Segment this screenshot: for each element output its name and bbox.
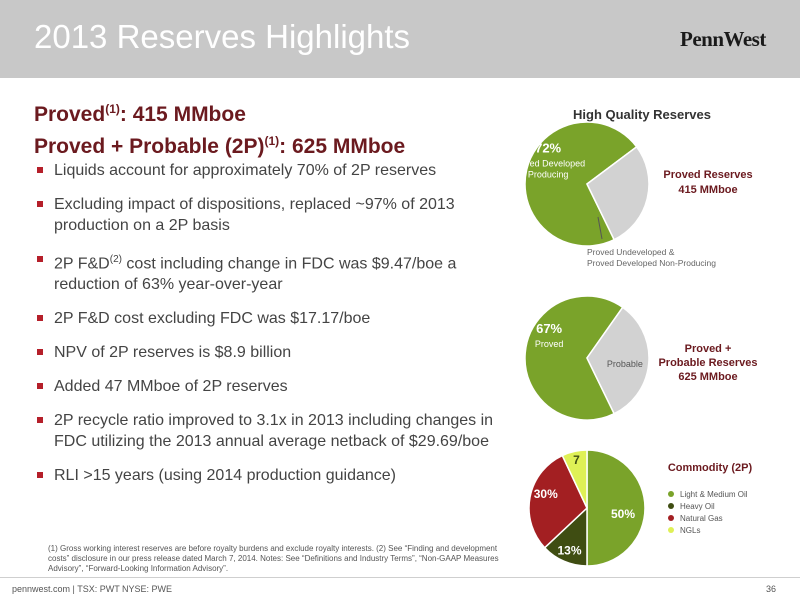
side-label-proved: Proved Reserves xyxy=(663,169,752,181)
headline-proved: Proved(1): 415 MMboe xyxy=(34,102,246,126)
pie-chart-commodity: 50% 13% 30% 7 Commodity (2P) Light & Medium… xyxy=(528,449,753,567)
pie-slice-label: Proved xyxy=(535,339,564,349)
callout-label-line2: Proved Developed Non-Producing xyxy=(587,258,716,268)
reserves-charts: High Quality Reserves 72% Proved Develope… xyxy=(511,107,758,567)
bullet-square-icon xyxy=(37,349,43,356)
pennwest-logo: PennWest xyxy=(680,27,766,51)
bullet-square-icon xyxy=(37,315,43,322)
chart-title-high-quality: High Quality Reserves xyxy=(573,107,711,122)
legend-swatch xyxy=(668,527,674,533)
pie-slice-label: Proved Developed xyxy=(511,159,585,169)
pie-chart-2p-reserves: 67% Proved Probable Proved + Probable Rese… xyxy=(524,295,758,421)
pie-value-label: 7 xyxy=(573,453,580,467)
slide-title: 2013 Reserves Highlights xyxy=(34,18,411,55)
legend-item-light-medium-oil: Light & Medium Oil xyxy=(680,490,748,499)
commodity-legend: Light & Medium Oil Heavy Oil Natural Gas NG… xyxy=(668,490,748,535)
bullet-square-icon xyxy=(37,417,43,424)
side-label-2p-line3: 625 MMboe xyxy=(678,371,737,383)
pie-slice-proved xyxy=(524,295,624,421)
bullet-square-icon xyxy=(37,201,43,207)
bullet-item: Excluding impact of dispositions, replac… xyxy=(36,194,506,236)
pie-value-label: 67% xyxy=(536,321,562,336)
pie-slice-proved-developed-producing xyxy=(524,121,638,247)
side-label-2p-line2: Probable Reserves xyxy=(658,357,757,369)
bullet-square-icon xyxy=(37,256,43,262)
pie-value-label: 72% xyxy=(535,141,561,156)
callout-label-line1: Proved Undeveloped & xyxy=(587,247,675,257)
legend-item-heavy-oil: Heavy Oil xyxy=(680,502,715,511)
slide-header: 2013 Reserves Highlights PennWest xyxy=(0,0,800,78)
bullet-item: Added 47 MMboe of 2P reserves xyxy=(36,376,506,397)
headline-2p: Proved + Probable (2P)(1): 625 MMboe xyxy=(34,134,406,158)
page-number: 36 xyxy=(766,584,777,594)
legend-item-natural-gas: Natural Gas xyxy=(680,514,723,523)
pie-value-label: 13% xyxy=(558,543,582,557)
legend-swatch xyxy=(668,503,674,509)
callout-line xyxy=(597,216,603,240)
pie-slice-proved-undeveloped-proved-developed-non-producing xyxy=(586,145,650,241)
pie-slice-probable xyxy=(586,306,650,415)
side-label-proved-value: 415 MMboe xyxy=(678,184,737,196)
legend-swatch xyxy=(668,491,674,497)
pie-slice-light-medium-oil xyxy=(586,449,646,567)
footnote: (1) Gross working interest reserves are … xyxy=(48,544,499,573)
bullet-item: 2P F&D(2) cost including change in FDC w… xyxy=(36,249,506,295)
legend-item-ngls: NGLs xyxy=(680,526,700,535)
bullet-item: RLI >15 years (using 2014 production gui… xyxy=(36,465,506,486)
side-label-2p-line1: Proved + xyxy=(685,343,732,355)
chart-title-commodity: Commodity (2P) xyxy=(668,462,753,474)
bullet-square-icon xyxy=(37,383,43,390)
bullet-item: NPV of 2P reserves is $8.9 billion xyxy=(36,342,506,363)
footer-divider xyxy=(0,577,800,578)
pie-value-label: 50% xyxy=(611,507,635,521)
headline: Proved(1): 415 MMboe Proved + Probable (… xyxy=(34,96,405,160)
bullet-item: 2P F&D cost excluding FDC was $17.17/boe xyxy=(36,308,506,329)
pie-slice-ngls xyxy=(561,449,588,509)
bullet-item: 2P recycle ratio improved to 3.1x in 201… xyxy=(36,410,506,452)
legend-swatch xyxy=(668,515,674,521)
pie-slice-label: Producing xyxy=(528,170,569,180)
pie-chart-high-quality-reserves: High Quality Reserves 72% Proved Develope… xyxy=(511,107,753,268)
bullet-square-icon xyxy=(37,167,43,173)
bullet-square-icon xyxy=(37,472,43,479)
highlights-list: Liquids account for approximately 70% of… xyxy=(36,160,506,499)
bullet-item: Liquids account for approximately 70% of… xyxy=(36,160,506,181)
pie-slice-label: Probable xyxy=(607,359,643,369)
pie-value-label: 30% xyxy=(534,487,558,501)
footer-ticker: pennwest.com | TSX: PWT NYSE: PWE xyxy=(12,584,173,594)
